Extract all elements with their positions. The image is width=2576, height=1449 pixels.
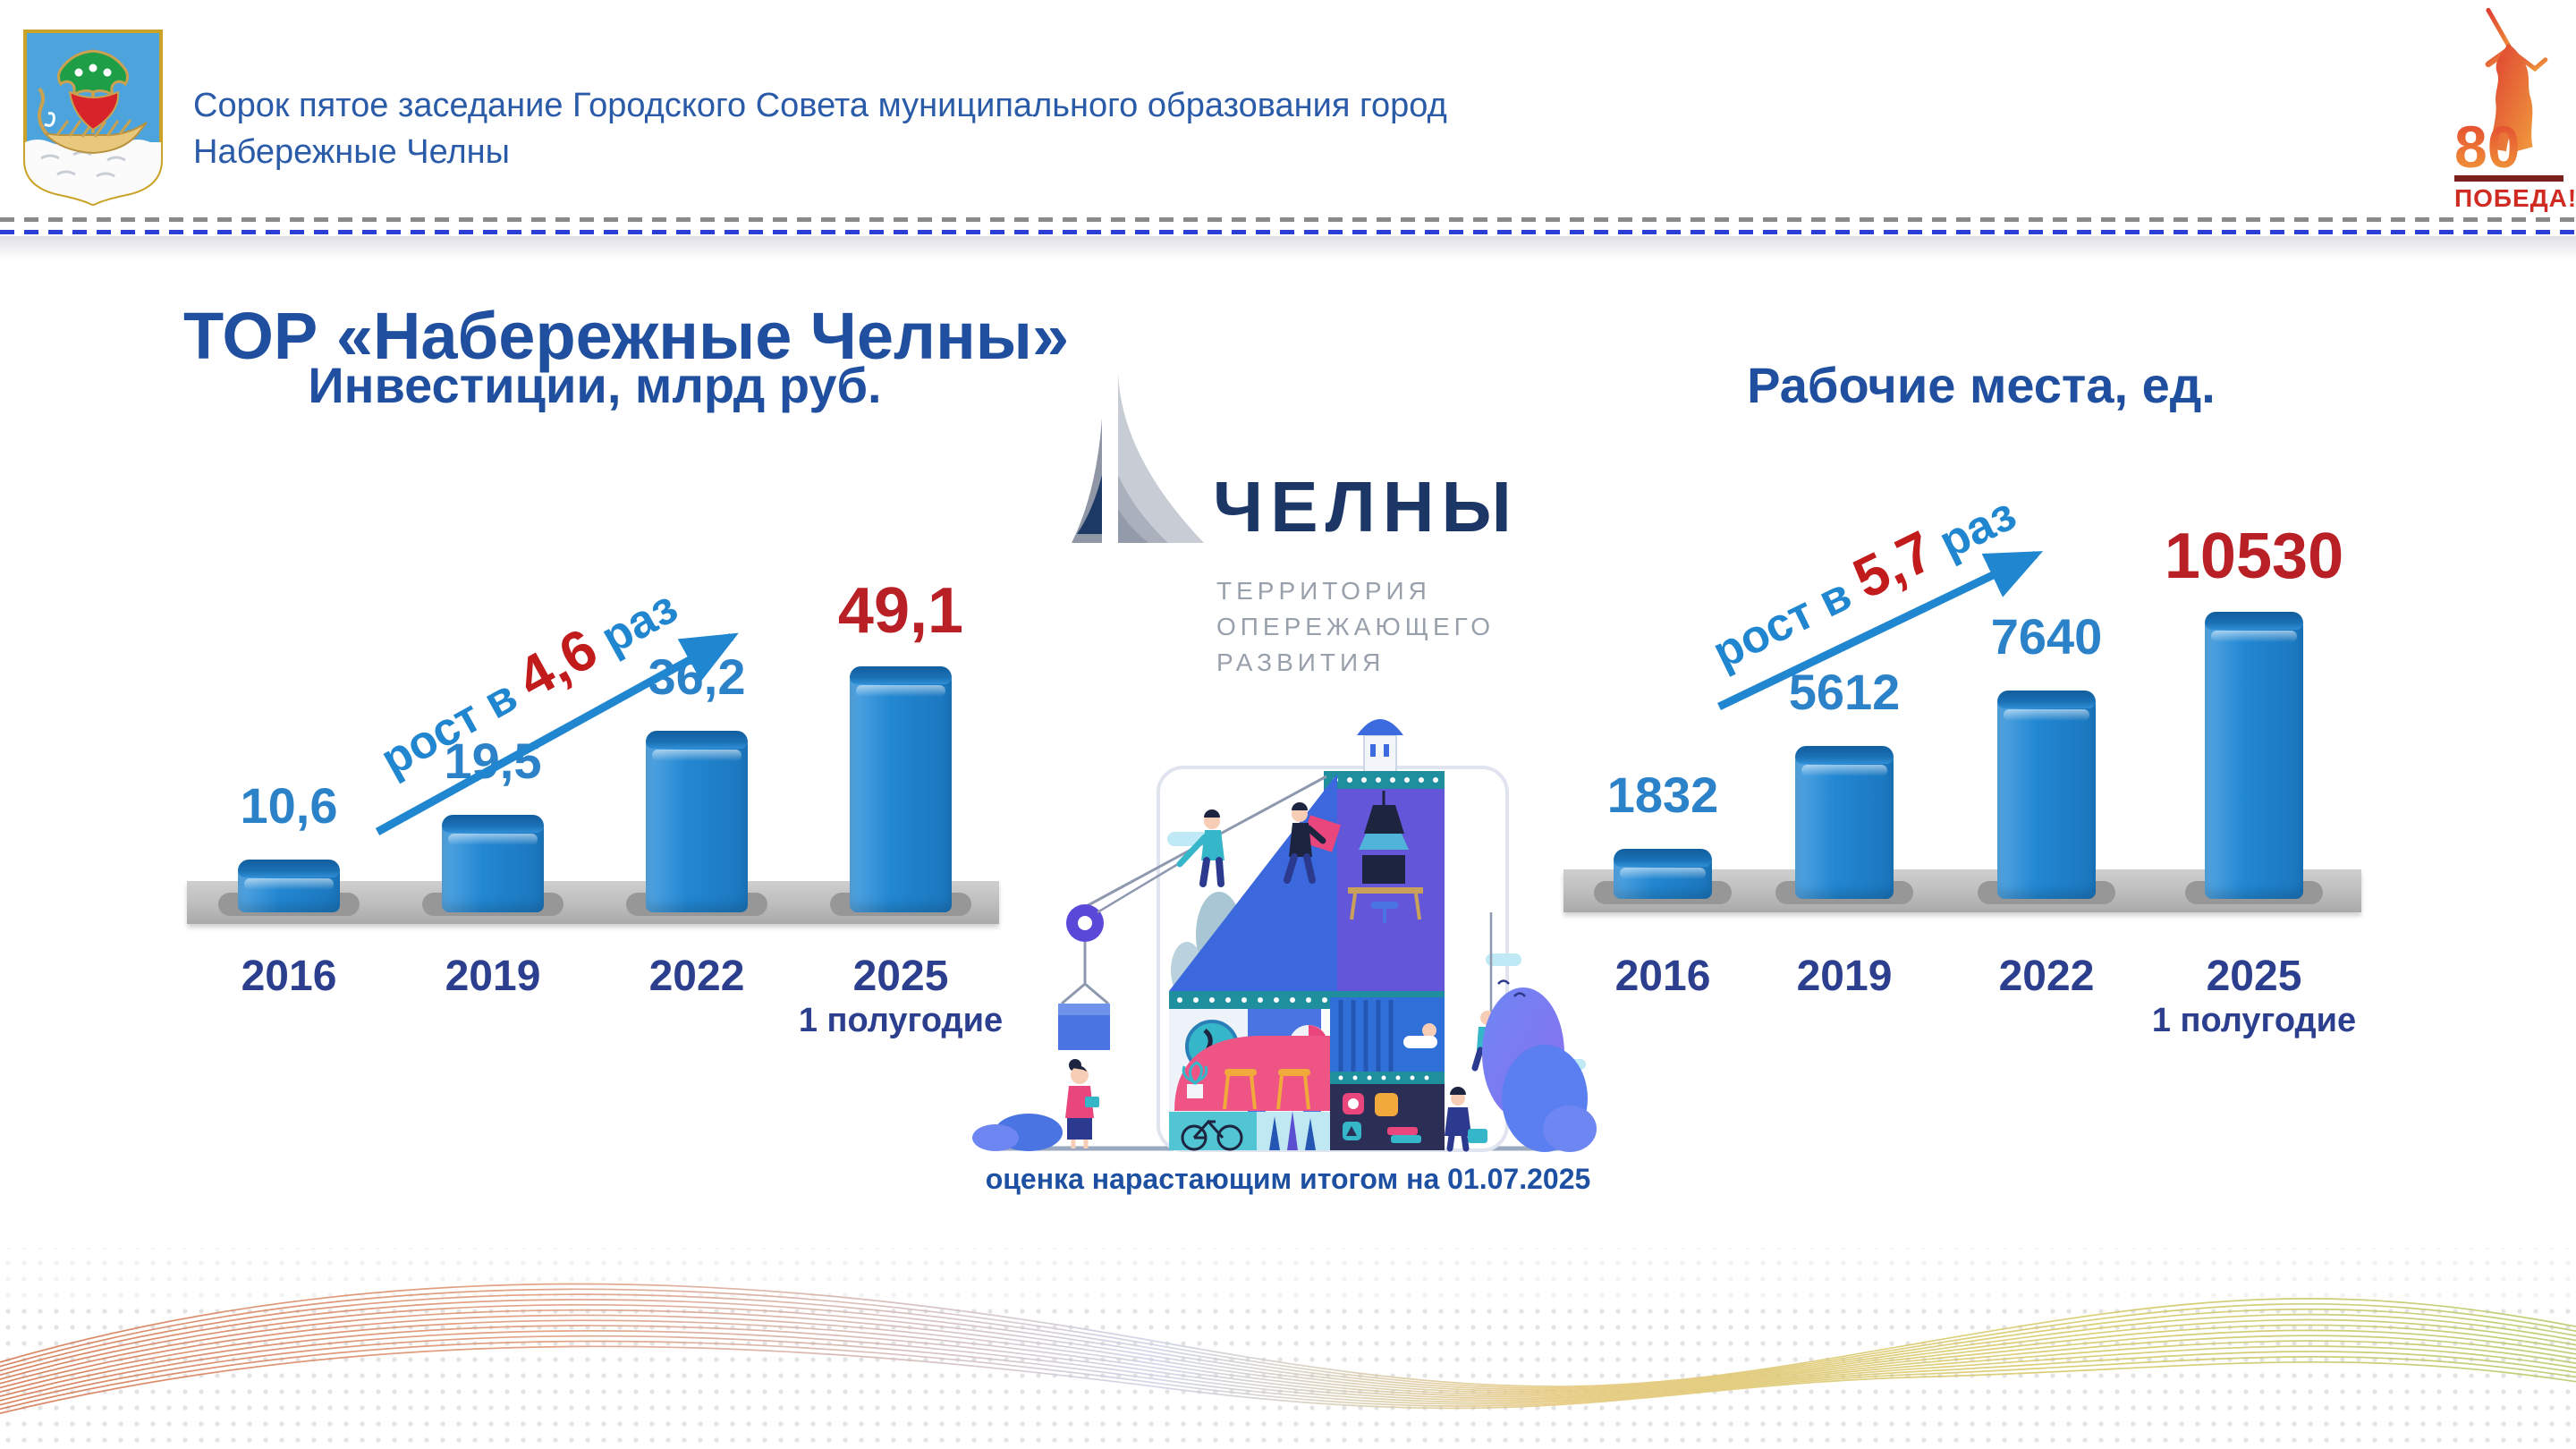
bar [2205, 612, 2303, 899]
chart-jobs: Рабочие места, ед. 1832 2016 5612 2019 7640 2… [1556, 349, 2406, 1064]
value-label: 10530 [2164, 521, 2344, 592]
wave-line [0, 1293, 2576, 1391]
chart-title-jobs: Рабочие места, ед. [1747, 357, 2216, 413]
page-title: ТОР «Набережные Челны» [183, 298, 1070, 373]
brand-name: ЧЕЛНЫ [1213, 467, 1519, 547]
wave-line [0, 1345, 2576, 1415]
wave-line [0, 1309, 2576, 1396]
bar [1997, 691, 2096, 899]
header-title-line1: Сорок пятое заседание Городского Совета … [193, 87, 1447, 124]
motherland-statue-icon [2485, 7, 2548, 152]
brand-subtitle-line: ОПЕРЕЖАЮЩЕГО [1216, 613, 1496, 640]
bar [238, 860, 340, 912]
wave-line [0, 1303, 2576, 1394]
wave-line [0, 1325, 2576, 1402]
bar [442, 815, 544, 912]
year-label: 2016 [241, 953, 337, 1000]
blue-dashed-separator [0, 230, 2576, 234]
chart-investments: Инвестиции, млрд руб. 10,6 2016 19,5 2019 36… [179, 349, 1011, 1064]
year-label: 2022 [648, 953, 745, 1000]
year-label: 2022 [1998, 953, 2095, 1000]
sail-logo-icon [1072, 373, 1204, 543]
dot-pattern [0, 1248, 2576, 1301]
brand-subtitle-line: ТЕРРИТОРИЯ [1216, 577, 1431, 605]
wave-line [0, 1335, 2576, 1406]
chelny-tor-logo: ЧЕЛНЫ ТЕРРИТОРИЯ ОПЕРЕЖАЮЩЕГО РАЗВИТИЯ [1055, 362, 1574, 693]
value-label: 10,6 [240, 777, 338, 834]
value-label: 7640 [1990, 608, 2103, 665]
footnote: оценка нарастающим итогом на 01.07.2025 [985, 1163, 1591, 1195]
year-label: 2016 [1614, 953, 1711, 1000]
gray-dashed-separator [0, 217, 2576, 222]
year-label: 2019 [445, 953, 541, 1000]
wave-line [0, 1319, 2576, 1400]
victory-bar [2454, 175, 2563, 182]
bar [646, 731, 748, 912]
value-label: 1832 [1606, 767, 1719, 823]
bar [850, 666, 952, 912]
year-sub-label: 1 полугодие [798, 1002, 1004, 1039]
year-label: 2025 [2206, 953, 2302, 1000]
brand-subtitle: ТЕРРИТОРИЯ ОПЕРЕЖАЮЩЕГО РАЗВИТИЯ [1216, 573, 1495, 681]
wave-line [0, 1299, 2576, 1393]
wave-line [0, 1314, 2576, 1398]
value-label: 5612 [1788, 664, 1901, 720]
victory-number: 80 [2454, 114, 2521, 180]
decorative-wave [0, 1248, 2576, 1449]
city-coat-of-arms-icon [23, 30, 163, 206]
year-sub-label: 1 полугодие [2151, 1002, 2357, 1039]
wave-line [0, 1288, 2576, 1389]
bar [1795, 746, 1894, 899]
header-title: Сорок пятое заседание Городского Совета … [193, 82, 1447, 175]
wave-line [0, 1340, 2576, 1411]
header-title-line2: Набережные Челны [193, 133, 510, 171]
city-illustration-icon [972, 719, 1597, 1152]
year-label: 2025 [852, 953, 949, 1000]
separator-shadow [0, 236, 2576, 259]
brand-subtitle-line: РАЗВИТИЯ [1216, 648, 1385, 676]
wave-line [0, 1283, 2576, 1387]
value-label: 49,1 [837, 575, 964, 647]
victory-80-logo: 80 ПОБЕДА! [2453, 7, 2576, 215]
victory-word: ПОБЕДА! [2454, 184, 2576, 212]
growth-prefix: рост в [1705, 563, 1871, 680]
growth-suffix: раз [1919, 487, 2024, 575]
year-label: 2019 [1796, 953, 1893, 1000]
bar [1614, 849, 1712, 899]
dot-pattern [0, 1301, 2576, 1449]
wave-line [0, 1330, 2576, 1403]
chart-title-investments: Инвестиции, млрд руб. [308, 357, 882, 413]
